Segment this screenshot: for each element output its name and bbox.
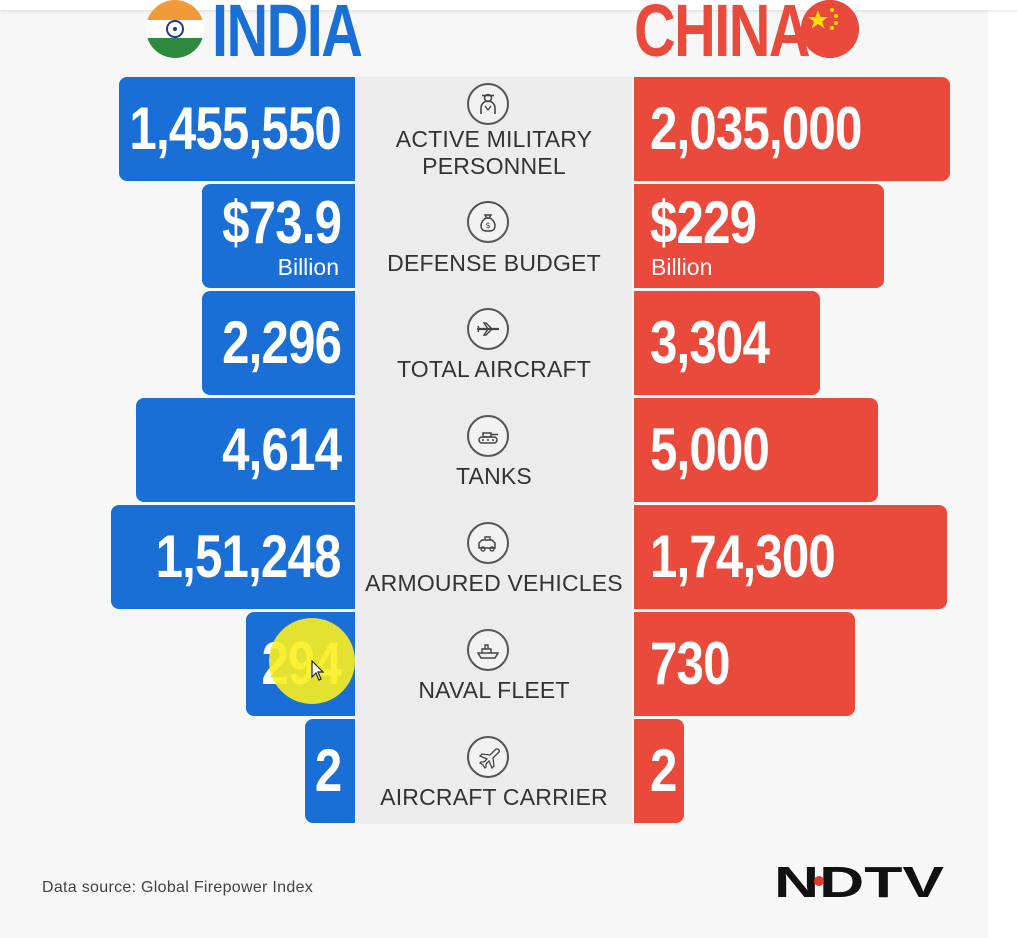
- fighter-jet-icon: [467, 736, 509, 778]
- china-bar: 730: [634, 612, 855, 716]
- india-bar: 1,455,550: [119, 77, 355, 181]
- china-value: 2: [650, 737, 677, 804]
- tank-icon: [467, 415, 509, 457]
- money-bag-icon: $: [467, 201, 509, 243]
- china-heading: CHINA: [634, 0, 811, 72]
- category-label: ACTIVE MILITARY PERSONNEL: [356, 126, 632, 180]
- label-line: AIRCRAFT CARRIER: [380, 784, 608, 810]
- china-value: 1,74,300: [650, 523, 836, 590]
- category-label: ARMOURED VEHICLES: [356, 570, 632, 597]
- china-bar: 5,000: [634, 398, 878, 502]
- india-unit: Billion: [277, 254, 339, 280]
- label-line: DEFENSE BUDGET: [387, 250, 601, 276]
- china-flag-icon: [801, 0, 859, 58]
- soldier-icon: [467, 83, 509, 125]
- category-label: TOTAL AIRCRAFT: [356, 356, 632, 383]
- india-bar: 1,51,248: [111, 505, 355, 609]
- svg-text:$: $: [485, 221, 490, 230]
- ship-icon: [467, 629, 509, 671]
- data-source-note: Data source: Global Firepower Index: [42, 879, 314, 896]
- india-value: 1,455,550: [129, 95, 341, 162]
- label-line: NAVAL FLEET: [418, 677, 570, 703]
- armoured-vehicle-icon: [467, 522, 509, 564]
- label-line: TOTAL AIRCRAFT: [396, 356, 592, 382]
- china-bar: 1,74,300: [634, 505, 947, 609]
- category-label: TANKS: [356, 463, 632, 490]
- india-value: 1,51,248: [156, 523, 342, 590]
- top-divider: [0, 0, 1018, 10]
- label-line: PERSONNEL: [422, 153, 566, 179]
- ndtv-logo: NDTV: [774, 858, 946, 907]
- label-line: ARMOURED VEHICLES: [365, 570, 623, 596]
- china-bar: $229 Billion: [634, 184, 884, 288]
- india-value: 2: [314, 737, 341, 804]
- china-bar: 2: [634, 719, 684, 823]
- airplane-icon: [467, 308, 509, 350]
- india-value: $73.9: [221, 189, 342, 256]
- india-bar: 2,296: [202, 291, 355, 395]
- logo-text: NDTV: [774, 862, 945, 900]
- label-line: TANKS: [456, 463, 532, 489]
- india-value: 4,614: [221, 416, 342, 483]
- china-value: 2,035,000: [650, 95, 862, 162]
- category-label: DEFENSE BUDGET: [356, 250, 632, 277]
- china-value: 3,304: [650, 309, 770, 376]
- category-label: NAVAL FLEET: [356, 677, 632, 704]
- china-value: 730: [650, 630, 730, 697]
- india-value: 2,296: [221, 309, 342, 376]
- category-label: AIRCRAFT CARRIER: [356, 784, 632, 811]
- china-bar: 2,035,000: [634, 77, 950, 181]
- label-line: ACTIVE MILITARY: [395, 126, 593, 152]
- china-unit: Billion: [651, 254, 713, 280]
- china-value: 5,000: [650, 416, 770, 483]
- china-bar: 3,304: [634, 291, 820, 395]
- india-flag-icon: [146, 0, 204, 58]
- china-value: $229: [650, 189, 757, 256]
- mouse-pointer-icon: [311, 659, 325, 682]
- india-heading: INDIA: [212, 0, 363, 72]
- india-bar: 4,614: [136, 398, 355, 502]
- india-bar: $73.9 Billion: [202, 184, 355, 288]
- india-bar: 2: [305, 719, 355, 823]
